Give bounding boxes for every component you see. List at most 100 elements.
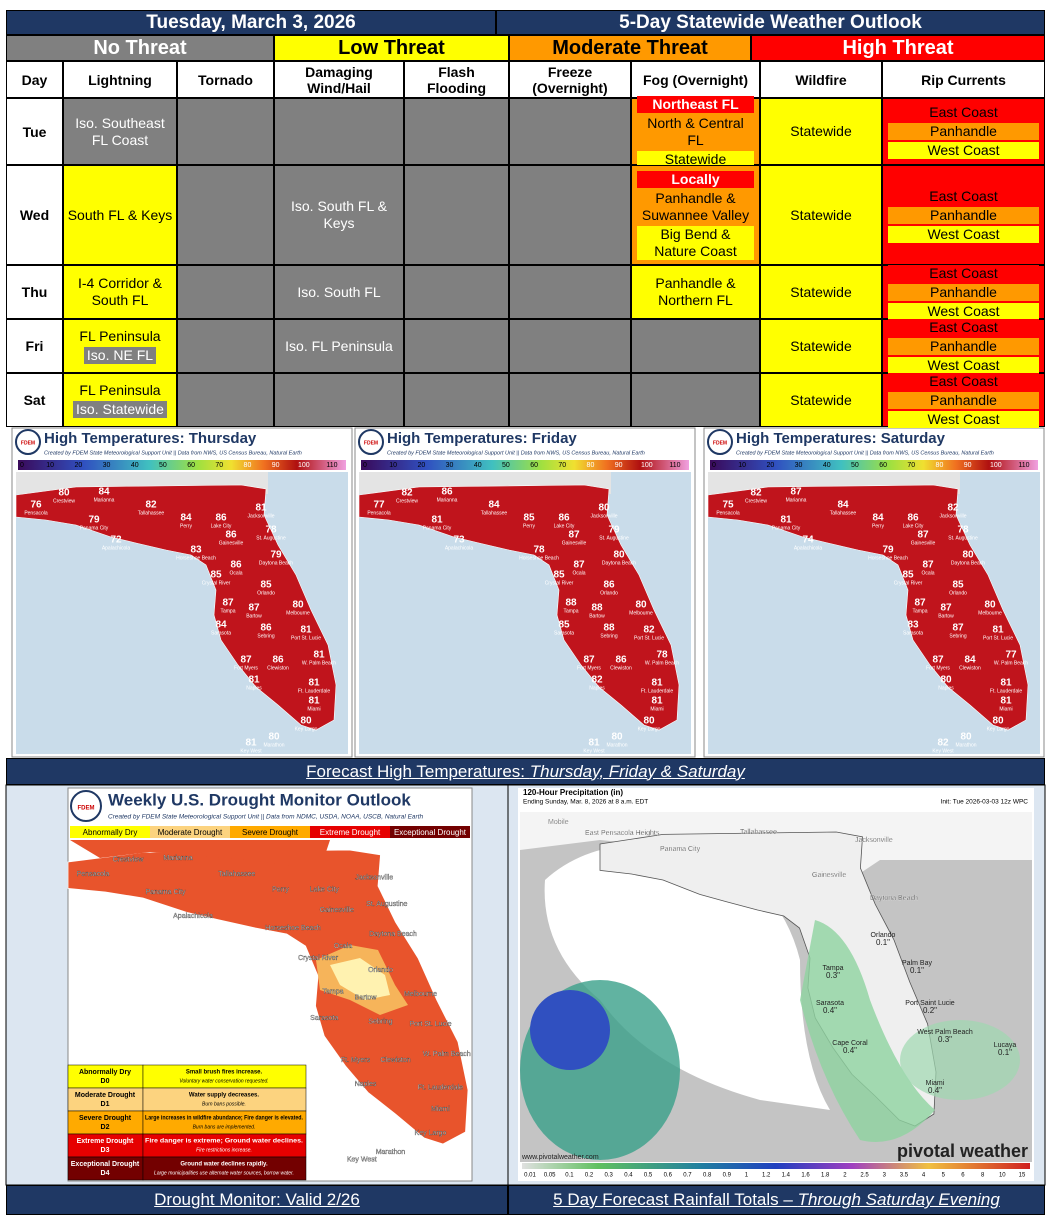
scale-tick: 1.8 — [821, 1173, 830, 1179]
temperature: 86 — [441, 487, 453, 498]
scale-tick: 80 — [244, 462, 252, 469]
temperature: 72 — [110, 535, 122, 546]
scale-tick: 90 — [272, 462, 280, 469]
threat-area: Statewide — [787, 206, 855, 224]
city-label: Apalachicola — [102, 545, 131, 551]
logo — [358, 429, 384, 455]
city-label: Horseshoe Beach — [519, 555, 559, 561]
temperature: 80 — [962, 550, 974, 561]
city-label: Sebring — [949, 633, 966, 639]
city-label: Ocala — [334, 943, 352, 950]
city-label: Lake City — [903, 523, 924, 529]
scale-tick: 100 — [298, 462, 310, 469]
threat-cell: Locally Panhandle & Suwannee Valley Big Be… — [631, 165, 760, 265]
scale-tick: 4 — [922, 1173, 926, 1179]
map-credit: Created by FDEM State Meteorological Sup… — [387, 450, 645, 456]
category-code: D4 — [101, 1170, 110, 1177]
temperature: 87 — [240, 655, 252, 666]
city-label: St. Augustine — [366, 901, 407, 908]
florida — [67, 849, 469, 1145]
rain-amount: 0.3" — [826, 971, 840, 980]
city-label: Ft. Lauderdale — [298, 688, 330, 694]
city-label: Marianna — [437, 497, 458, 503]
scale-tick: 60 — [879, 462, 887, 469]
temperature: 80 — [960, 732, 972, 743]
threat-area: Panhandle — [888, 337, 1039, 355]
scale-tick: 10 — [46, 462, 54, 469]
place-label: Orlando — [871, 932, 896, 939]
category-impact: Water supply decreases. — [189, 1093, 259, 1099]
city-label: Bartow — [355, 994, 378, 1001]
column-header: Freeze (Overnight) — [509, 61, 631, 98]
temperature: 79 — [608, 525, 620, 536]
city-label: Naples — [589, 685, 605, 691]
threat-cell — [404, 373, 509, 427]
caption-italic: Thursday, Friday & Saturday — [529, 761, 745, 781]
city-label: Perry — [180, 523, 192, 529]
threat-cell: East Coast Panhandle West Coast — [882, 165, 1045, 265]
temperature: 86 — [603, 580, 615, 591]
threat-area: Panhandle — [888, 391, 1039, 409]
place-label: Tampa — [822, 965, 843, 972]
threat-area: I-4 Corridor & South FL — [64, 275, 176, 309]
legend-label: Exceptional Drought — [394, 828, 467, 837]
scale-tick: 50 — [502, 462, 510, 469]
scale-tick: 3 — [883, 1173, 887, 1179]
logo-text: FDEM — [713, 440, 727, 446]
threat-area: West Coast — [888, 302, 1039, 320]
temperature: 78 — [265, 525, 277, 536]
temperature: 84 — [964, 655, 976, 666]
city-label: Miami — [650, 706, 663, 712]
category-code: D3 — [101, 1147, 110, 1154]
city-label: Daytona Beach — [259, 560, 293, 566]
scale-tick: 1.4 — [782, 1173, 791, 1179]
city-label: Marianna — [94, 497, 115, 503]
threat-cell — [404, 165, 509, 265]
rain-amount: 0.4" — [843, 1046, 857, 1055]
legend-swatch — [70, 826, 150, 838]
city-label: Tampa — [912, 608, 927, 614]
threat-area: FL Peninsula — [76, 382, 164, 399]
city-label: W. Palm Beach — [302, 660, 336, 666]
scale-tick: 0.4 — [624, 1173, 633, 1179]
threat-area: East Coast — [888, 104, 1039, 121]
rain-valid: Ending Sunday, Mar. 8, 2026 at 8 a.m. ED… — [523, 799, 648, 806]
logo-text: FDEM — [21, 440, 35, 446]
city-label: Marianna — [786, 497, 807, 503]
city-label: Fort Myers — [234, 665, 258, 671]
city-label: Apalachicola — [173, 913, 213, 920]
threat-area: Statewide — [787, 391, 855, 409]
city-label: Naples — [246, 685, 262, 691]
city-label: Marathon — [606, 742, 627, 748]
threat-cell: Statewide — [760, 165, 882, 265]
drought-title: Weekly U.S. Drought Monitor Outlook — [108, 790, 411, 809]
category-name: Severe Drought — [79, 1115, 132, 1122]
scale-tick: 30 — [795, 462, 803, 469]
temperature: 85 — [553, 570, 565, 581]
legend-impact — [142, 1156, 307, 1181]
threat-cell — [509, 98, 631, 165]
city-label: W. Palm Beach — [645, 660, 679, 666]
city-label: Key Largo — [638, 726, 661, 732]
city-label: Daytona Beach — [602, 560, 636, 566]
city-label: Pensacola — [77, 871, 110, 878]
city-label: Perry — [523, 523, 535, 529]
scale-tick: 30 — [103, 462, 111, 469]
scale-tick: 10 — [738, 462, 746, 469]
scale-tick: 70 — [558, 462, 566, 469]
temperature: 80 — [984, 600, 996, 611]
city-label: Pensacola — [24, 510, 48, 516]
header-date: Tuesday, March 3, 2026 — [6, 10, 496, 35]
city-label: Gainesville — [562, 540, 587, 546]
city-label: Ft. Lauderdale — [418, 1084, 463, 1091]
day-cell: Sat — [6, 373, 63, 427]
scale-tick: 0.2 — [585, 1173, 594, 1179]
drought-north — [70, 840, 330, 870]
city-label: Key West — [240, 748, 262, 754]
florida — [15, 484, 337, 731]
city-label: Port St. Lucie — [291, 635, 321, 641]
city-label: Key West — [583, 748, 605, 754]
threat-cell: Iso. South FL & Keys — [274, 165, 404, 265]
category-impact: Large increases in wildfire abundance; F… — [145, 1116, 303, 1122]
threat-cell: Panhandle & Northern FL — [631, 265, 760, 319]
